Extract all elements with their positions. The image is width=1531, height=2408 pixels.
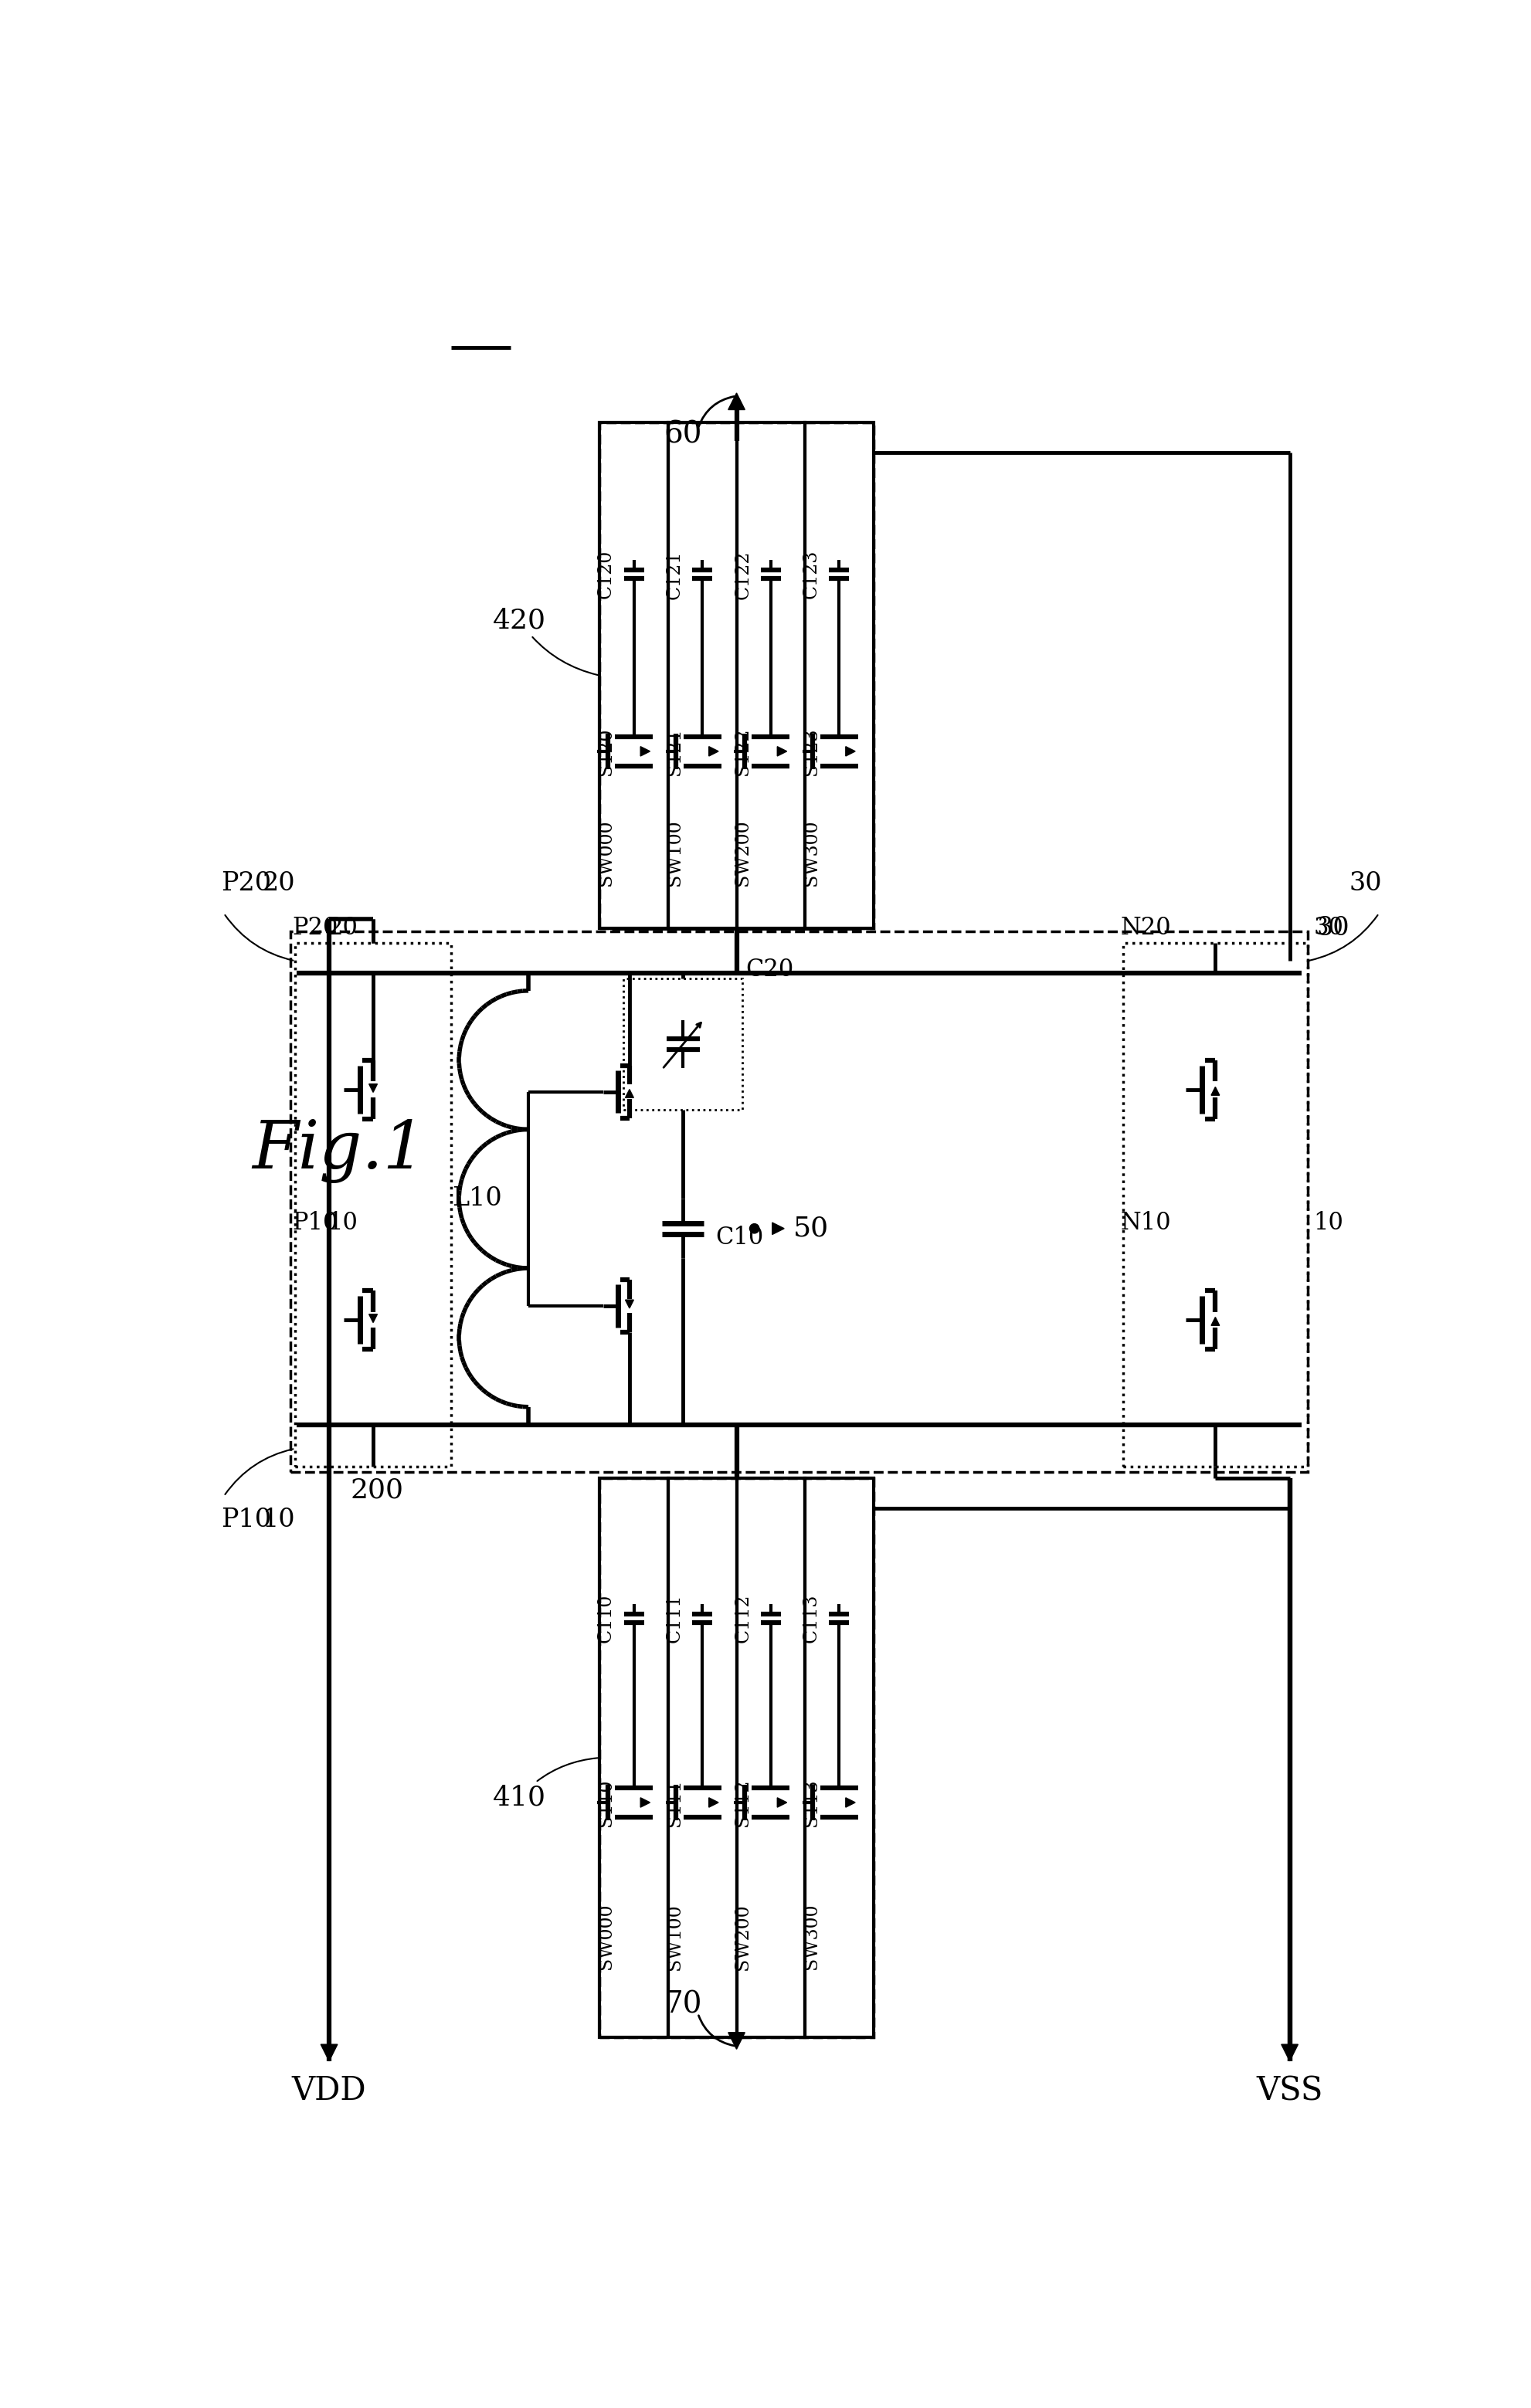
- Text: C111: C111: [666, 1594, 683, 1642]
- Text: 10: 10: [1314, 1211, 1343, 1235]
- Bar: [295, 944, 450, 1466]
- Text: N20: N20: [1119, 917, 1170, 939]
- Text: 30: 30: [1314, 917, 1343, 939]
- Text: C10: C10: [715, 1226, 764, 1250]
- Text: S121: S121: [666, 727, 683, 775]
- Text: P10: P10: [292, 1211, 338, 1235]
- Polygon shape: [320, 2044, 337, 2061]
- Text: S112: S112: [733, 1780, 752, 1825]
- Bar: [600, 1479, 873, 2037]
- Bar: [291, 932, 1307, 1471]
- Text: C121: C121: [666, 549, 683, 600]
- Polygon shape: [776, 746, 787, 756]
- Polygon shape: [640, 746, 649, 756]
- Text: 10: 10: [328, 1211, 358, 1235]
- Circle shape: [749, 1223, 759, 1233]
- Text: P20: P20: [292, 917, 338, 939]
- Text: P20: P20: [220, 872, 271, 896]
- Bar: [600, 1479, 668, 2037]
- Bar: [805, 424, 873, 927]
- Text: C123: C123: [802, 549, 819, 600]
- Text: S123: S123: [802, 727, 819, 775]
- Text: VSS: VSS: [1255, 2076, 1323, 2107]
- Text: 200: 200: [349, 1476, 403, 1503]
- Polygon shape: [1211, 1317, 1219, 1324]
- Text: SW200: SW200: [733, 819, 752, 886]
- Polygon shape: [1281, 2044, 1297, 2061]
- Text: 70: 70: [663, 1991, 701, 2018]
- Polygon shape: [369, 1084, 377, 1093]
- Polygon shape: [709, 1799, 718, 1808]
- Polygon shape: [727, 2032, 744, 2049]
- Text: 20: 20: [262, 872, 295, 896]
- Text: SW000: SW000: [597, 819, 614, 886]
- Polygon shape: [709, 746, 718, 756]
- Text: C122: C122: [733, 549, 752, 600]
- Text: 30: 30: [1349, 872, 1381, 896]
- Text: 20: 20: [328, 917, 358, 939]
- Text: SW000: SW000: [597, 1905, 614, 1970]
- Bar: [600, 424, 873, 927]
- Polygon shape: [845, 1799, 854, 1808]
- Text: 50: 50: [793, 1216, 828, 1243]
- Text: P10: P10: [220, 1507, 271, 1531]
- Polygon shape: [369, 1315, 377, 1322]
- Text: 60: 60: [663, 421, 701, 448]
- Bar: [668, 1479, 736, 2037]
- Text: SW300: SW300: [802, 1905, 819, 1970]
- Polygon shape: [625, 1088, 634, 1098]
- Text: 10: 10: [262, 1507, 295, 1531]
- Text: C20: C20: [746, 958, 793, 982]
- Text: SW100: SW100: [666, 819, 683, 886]
- Text: 420: 420: [493, 607, 597, 674]
- Bar: [736, 424, 805, 927]
- Text: C120: C120: [597, 549, 614, 600]
- Polygon shape: [625, 1300, 634, 1308]
- Polygon shape: [1211, 1086, 1219, 1096]
- Text: VDD: VDD: [292, 2076, 366, 2107]
- Polygon shape: [640, 1799, 649, 1808]
- Text: C110: C110: [597, 1594, 614, 1642]
- Text: S111: S111: [666, 1780, 683, 1825]
- Polygon shape: [772, 1223, 784, 1235]
- Bar: [805, 1479, 873, 2037]
- Text: SW200: SW200: [733, 1905, 752, 1970]
- Text: 410: 410: [493, 1758, 597, 1811]
- Bar: [623, 978, 743, 1110]
- Bar: [600, 424, 668, 927]
- Text: C112: C112: [733, 1594, 752, 1642]
- Text: Fig.1: Fig.1: [251, 1120, 426, 1182]
- Text: N10: N10: [1119, 1211, 1170, 1235]
- Text: C113: C113: [802, 1594, 819, 1642]
- Polygon shape: [776, 1799, 787, 1808]
- Text: SW100: SW100: [666, 1905, 683, 1970]
- Text: S113: S113: [802, 1780, 819, 1825]
- Bar: [1122, 944, 1307, 1466]
- Polygon shape: [727, 393, 744, 409]
- Bar: [736, 1479, 805, 2037]
- Bar: [668, 424, 736, 927]
- Polygon shape: [845, 746, 854, 756]
- Text: S110: S110: [597, 1780, 614, 1825]
- Text: SW300: SW300: [802, 819, 819, 886]
- Text: S122: S122: [733, 727, 752, 775]
- Text: 30: 30: [1315, 915, 1349, 942]
- Text: L10: L10: [452, 1187, 501, 1211]
- Text: S120: S120: [597, 727, 614, 775]
